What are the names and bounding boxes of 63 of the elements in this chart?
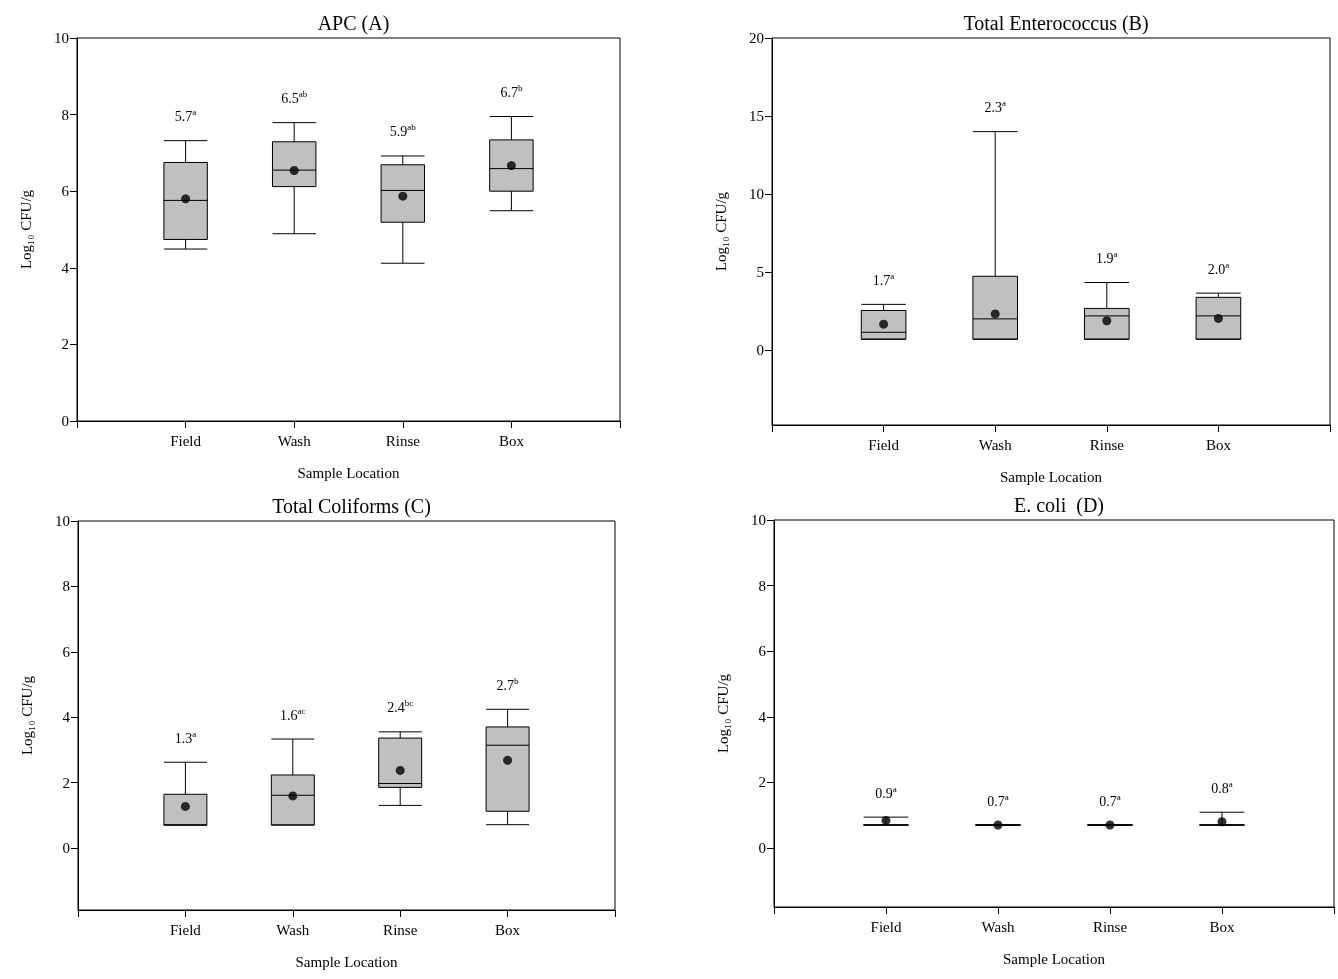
x-axis-title: Sample Location [297,464,401,481]
chart-title: APC (A) [317,12,390,35]
y-tick-label: 8 [61,106,69,123]
y-tick-label: 10 [749,186,764,203]
y-tick-label: 10 [54,30,69,46]
x-tick-label: Wash [277,432,312,449]
y-tick-label: 10 [751,512,766,528]
x-axis-title: Sample Location [999,468,1103,485]
y-tick-label: 2 [758,774,766,791]
x-tick-label: Box [1209,918,1235,935]
y-axis-title: Log₁₀ CFU/g [17,189,34,270]
point [506,161,516,171]
y-axis-title: Log₁₀ CFU/g [18,675,35,756]
point [181,194,191,204]
y-tick-label: 0 [62,839,70,856]
x-tick-label: Field [169,921,202,938]
y-tick-label: 0 [758,839,766,856]
x-tick-label: Field [170,432,202,449]
point [990,309,1000,319]
y-tick-label: 2 [62,774,70,791]
y-axis-title: Log₁₀ CFU/g [712,191,729,272]
x-tick-label: Field [868,436,900,453]
chart-title: Total Enterococcus (B) [963,12,1149,35]
point [289,166,299,176]
point [395,765,405,775]
y-tick-label: 0 [756,342,764,359]
point [1213,313,1223,323]
x-tick-label: Field [870,918,902,935]
x-axis-title: Sample Location [295,953,399,970]
x-tick-label: Rinse [385,432,421,449]
chart-title: Total Coliforms (C) [272,495,431,518]
y-tick-label: 4 [758,708,767,725]
x-tick-label: Wash [978,436,1013,453]
x-tick-label: Box [495,921,521,938]
y-tick-label: 2 [61,336,69,353]
x-tick-label: Wash [276,921,310,938]
y-tick-label: 10 [55,513,70,529]
y-tick-label: 4 [61,259,70,276]
y-tick-label: 6 [62,643,71,660]
x-tick-label: Box [1205,436,1232,453]
x-tick-label: Rinse [383,921,418,938]
point [503,755,513,765]
chart-title: E. coli (D) [1014,494,1104,517]
y-tick-label: 8 [758,577,766,594]
y-tick-label: 4 [62,709,71,726]
point [288,791,298,801]
x-tick-label: Box [498,432,525,449]
y-tick-label: 20 [749,30,764,46]
point [180,801,190,811]
x-tick-label: Rinse [1089,436,1125,453]
y-tick-label: 15 [749,108,764,125]
point [879,319,889,329]
x-tick-label: Wash [981,918,1015,935]
point [398,191,408,201]
y-tick-label: 8 [62,578,70,595]
y-tick-label: 6 [61,183,70,200]
y-axis-title: Log₁₀ CFU/g [714,673,731,754]
x-axis-title: Sample Location [1002,950,1106,967]
y-tick-label: 5 [756,264,764,281]
point [1102,316,1112,326]
y-tick-label: 6 [758,643,767,660]
x-tick-label: Rinse [1092,918,1128,935]
y-tick-label: 0 [61,413,69,429]
